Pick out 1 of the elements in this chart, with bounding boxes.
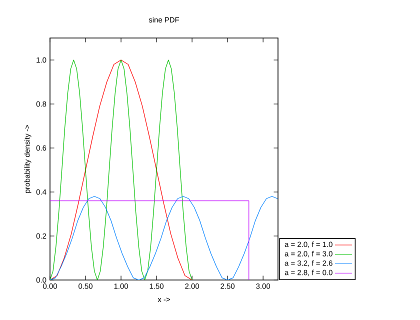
line-series (50, 196, 278, 280)
